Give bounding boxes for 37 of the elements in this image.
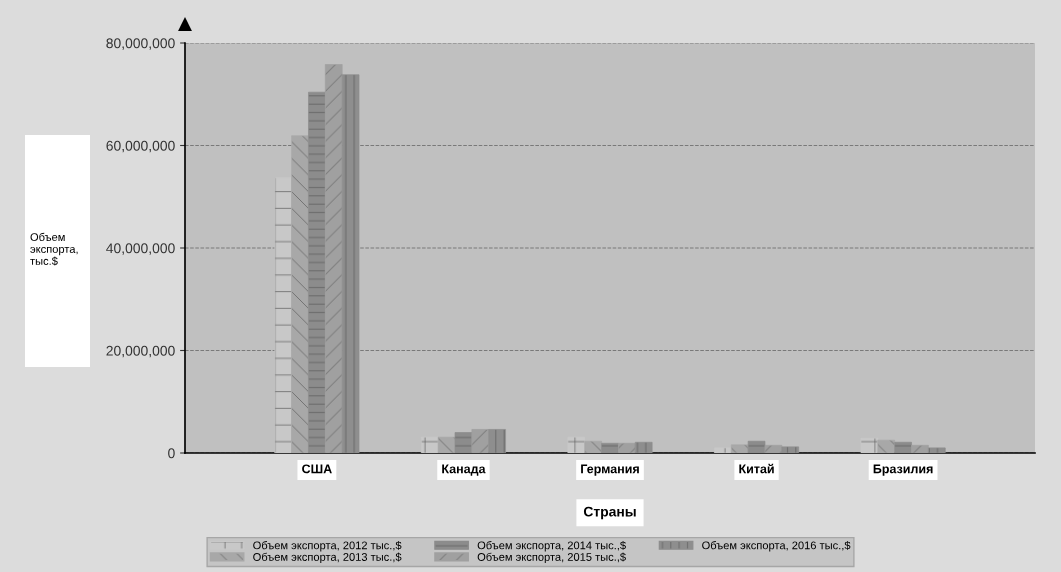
y-tick-label: 20,000,000 <box>106 345 175 358</box>
y-tick-label: 0 <box>168 448 175 459</box>
bar <box>730 444 749 453</box>
bar <box>324 64 343 453</box>
x-tick-label: Германия <box>581 464 639 476</box>
bar <box>437 436 456 453</box>
bar <box>601 442 619 453</box>
bar <box>634 441 653 453</box>
legend-label: Объем экспорта, 2012 тыс.,$ <box>253 540 402 552</box>
legend-label: Объем экспорта, 2013 тыс.,$ <box>253 552 402 564</box>
bar <box>877 439 896 453</box>
y-tick-label: 80,000,000 <box>106 38 175 50</box>
bar <box>618 442 636 453</box>
bar <box>747 440 766 453</box>
x-tick-label: Китай <box>739 463 774 474</box>
legend-label: Объем экспорта, 2016 тыс.,$ <box>702 540 851 552</box>
bar <box>928 447 946 453</box>
x-tick-label: Бразилия <box>873 464 933 476</box>
x-axis-title: Страны <box>583 506 636 520</box>
bar <box>911 444 929 453</box>
y-axis-title: Объем экспорта, тыс.$ <box>30 232 78 266</box>
bar <box>291 135 309 453</box>
bar <box>341 74 360 453</box>
y-tick-label: 60,000,000 <box>106 140 175 153</box>
x-tick-label: США <box>302 464 332 474</box>
bar <box>308 91 326 453</box>
bar <box>781 446 800 453</box>
bar <box>764 444 783 453</box>
legend-label: Объем экспорта, 2015 тыс.,$ <box>477 552 626 564</box>
y-tick-label: 40,000,000 <box>106 243 175 255</box>
bar <box>488 429 506 453</box>
bar <box>894 441 912 453</box>
bar <box>584 440 602 453</box>
bar <box>454 432 473 453</box>
legend-label: Объем экспорта, 2014 тыс.,$ <box>477 540 626 552</box>
bar <box>471 429 490 453</box>
x-tick-label: Канада <box>442 464 486 476</box>
